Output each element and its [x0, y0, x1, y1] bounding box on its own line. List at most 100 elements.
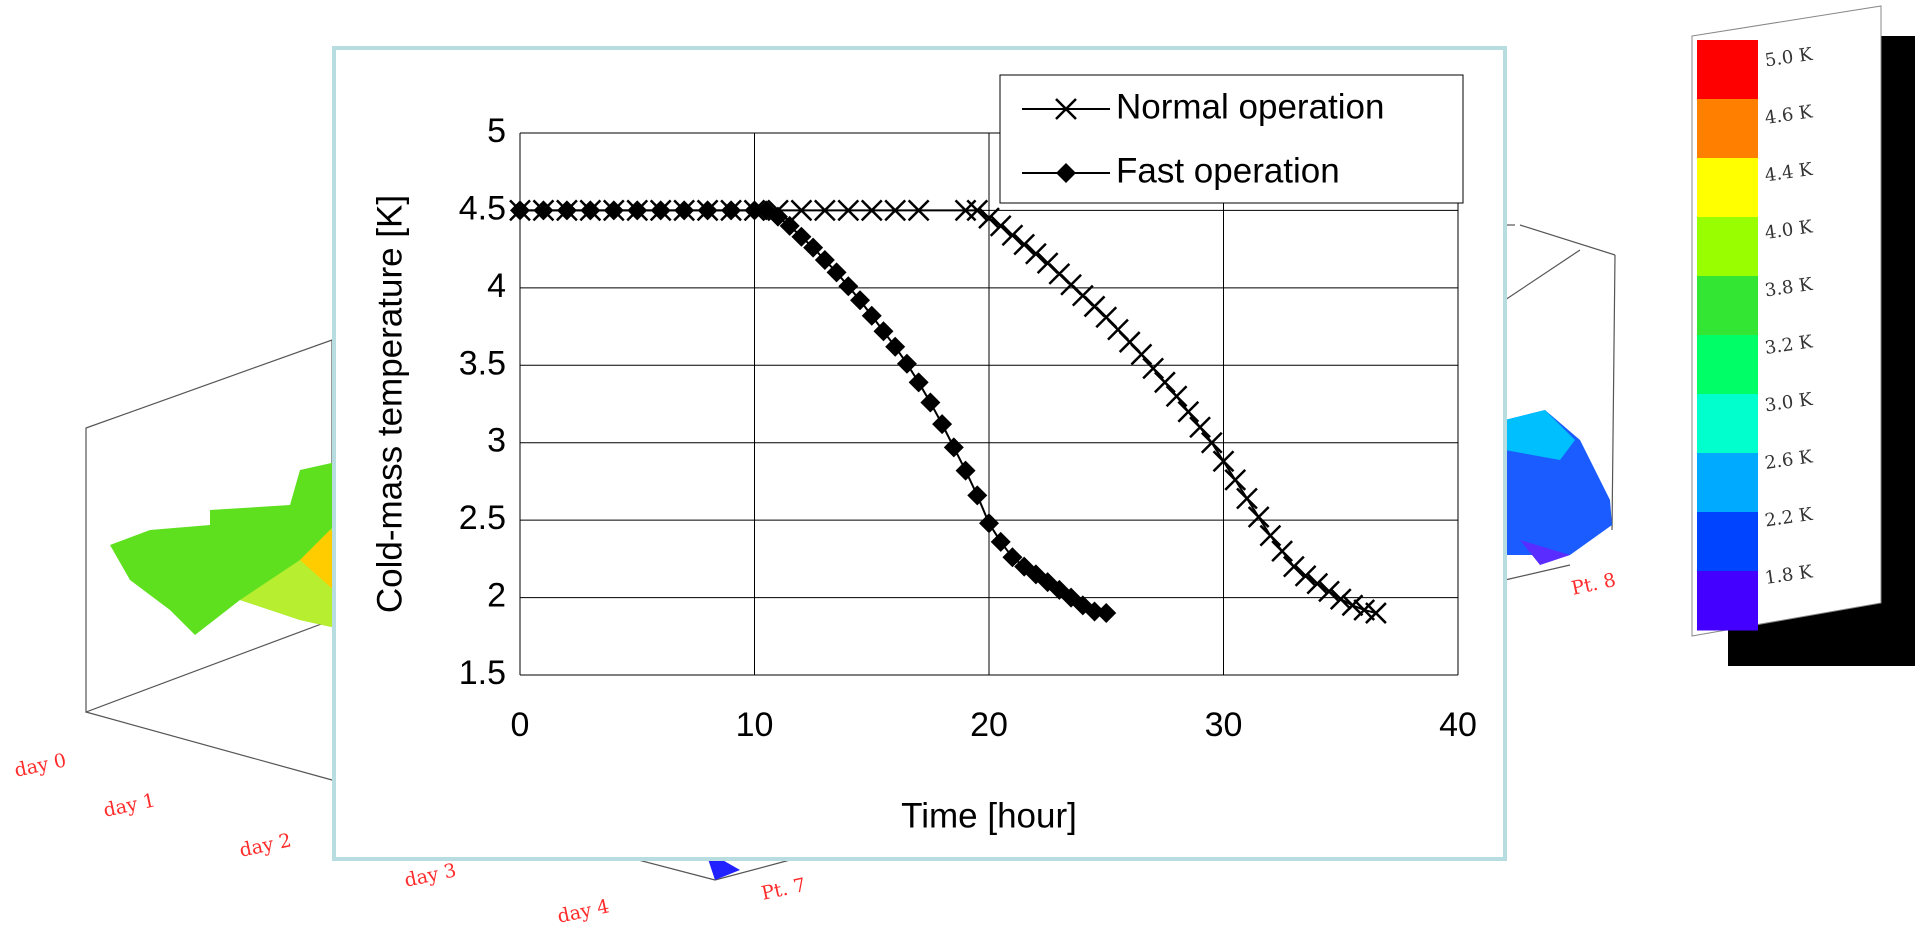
x-marker: [1259, 524, 1282, 547]
scale-swatch: [1697, 40, 1758, 100]
point-label: Pt. 7: [760, 874, 808, 905]
chart: 1.5 2 2.5 3 3.5 4 4.5 5 0 10 20 30 40 Time [hour] Cold…: [370, 74, 1477, 835]
y-tick-label: 3: [487, 422, 506, 460]
diamond-marker: [627, 200, 648, 221]
x-marker: [884, 199, 907, 222]
diamond-marker: [1096, 603, 1117, 624]
background-3d-right: [1504, 224, 1616, 581]
diamond-marker: [697, 200, 718, 221]
y-tick-label: 2: [487, 577, 506, 615]
x-marker: [1212, 450, 1235, 473]
diamond-marker: [850, 290, 871, 311]
x-marker: [1247, 506, 1270, 528]
x-marker: [790, 199, 813, 222]
diamond-marker: [908, 372, 929, 393]
x-marker: [1236, 487, 1258, 510]
day-label: day 2: [238, 829, 294, 861]
x-marker: [837, 199, 860, 222]
scale-swatch: [1697, 217, 1758, 277]
scale-swatch: [1697, 99, 1758, 159]
diamond-marker: [1002, 547, 1023, 568]
x-marker: [1224, 468, 1247, 491]
x-marker: [1365, 602, 1387, 624]
x-marker: [989, 215, 1012, 237]
x-marker: [1130, 343, 1153, 366]
x-marker: [978, 207, 1000, 230]
diamond-marker: [603, 200, 624, 221]
diamond-marker: [744, 200, 765, 221]
x-marker: [1055, 98, 1077, 120]
scale-swatch: [1697, 158, 1758, 218]
x-marker: [1189, 416, 1211, 439]
diamond-marker: [955, 460, 976, 481]
diamond-marker: [779, 215, 800, 236]
legend-box: [999, 74, 1464, 204]
day-label: day 1: [102, 789, 158, 821]
diamond-marker: [533, 200, 554, 221]
diamond-marker: [556, 200, 577, 221]
x-tick-label: 40: [1439, 706, 1477, 744]
x-marker: [1142, 357, 1165, 380]
scale-swatch: [1697, 571, 1758, 631]
point-label: Pt. 8: [1570, 569, 1618, 600]
scale-swatch: [1697, 335, 1758, 395]
legend-label: Fast operation: [1116, 151, 1340, 190]
y-tick-label: 5: [487, 112, 506, 150]
x-marker: [966, 199, 989, 222]
diamond-marker: [826, 262, 847, 283]
diamond-marker: [767, 206, 788, 227]
scale-swatch: [1697, 276, 1758, 336]
x-marker: [860, 199, 883, 222]
x-marker: [1013, 233, 1036, 256]
y-tick-label: 1.5: [459, 654, 506, 692]
x-marker: [1306, 572, 1329, 595]
diamond-marker: [943, 437, 964, 458]
x-marker: [813, 199, 836, 222]
diamond-marker: [885, 336, 906, 357]
x-marker: [1341, 594, 1364, 617]
scale-swatch: [1697, 453, 1758, 513]
diamond-marker: [791, 226, 812, 247]
legend-label: Normal operation: [1116, 87, 1384, 126]
scale-swatch: [1697, 394, 1758, 454]
diamond-marker: [896, 353, 917, 374]
diamond-marker: [721, 200, 742, 221]
y-tick-label: 3.5: [459, 344, 506, 382]
y-tick-label: 4.5: [459, 189, 506, 227]
diamond-marker: [932, 414, 953, 435]
x-marker: [1294, 565, 1317, 587]
diamond-marker: [990, 531, 1011, 552]
diamond-marker: [838, 276, 859, 297]
x-marker: [1165, 385, 1188, 408]
x-marker: [1153, 371, 1176, 394]
y-axis-title: Cold-mass temperature [K]: [370, 195, 409, 613]
diamond-marker: [873, 321, 894, 342]
diamond-marker: [979, 513, 999, 534]
x-axis-title: Time [hour]: [901, 796, 1077, 835]
x-tick-label: 20: [970, 706, 1008, 744]
diamond-marker: [1056, 163, 1076, 183]
surface-right: [1505, 410, 1612, 565]
x-marker: [907, 199, 930, 222]
diamond-marker: [1084, 601, 1105, 622]
day-label: day 3: [403, 859, 459, 891]
diamond-marker: [814, 249, 835, 270]
diamond-marker: [803, 237, 824, 258]
x-marker: [1318, 580, 1340, 603]
y-tick-label: 2.5: [459, 499, 506, 537]
diamond-marker: [861, 305, 882, 326]
day-label: day 0: [13, 749, 69, 781]
y-tick-label: 4: [487, 267, 506, 305]
diamond-marker: [580, 200, 601, 221]
diamond-marker: [510, 200, 530, 221]
x-marker: [1271, 540, 1294, 562]
scale-swatch: [1697, 512, 1758, 572]
diamond-marker: [674, 200, 695, 221]
diamond-marker: [650, 200, 671, 221]
x-tick-label: 10: [736, 706, 774, 744]
x-marker: [1177, 400, 1200, 423]
x-marker: [1200, 431, 1223, 454]
day-label: day 4: [556, 895, 612, 927]
x-marker: [1282, 555, 1305, 578]
